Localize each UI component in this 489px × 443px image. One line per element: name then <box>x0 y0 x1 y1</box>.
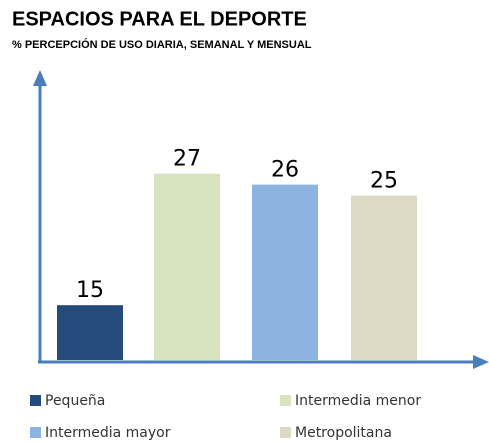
axes <box>33 70 489 369</box>
legend-label: Intermedia mayor <box>45 425 171 441</box>
data-label: 26 <box>271 158 299 183</box>
legend-label: Pequeña <box>45 393 105 409</box>
y-axis-arrow <box>33 70 47 86</box>
legend-swatch <box>280 395 291 406</box>
legend-label: Metropolitana <box>295 425 392 441</box>
data-label: 15 <box>76 278 104 303</box>
chart-subtitle: % PERCEPCIÓN DE USO DIARIA, SEMANAL Y ME… <box>12 38 312 51</box>
legend-label: Intermedia menor <box>295 393 421 409</box>
bar <box>252 184 318 360</box>
data-label: 25 <box>370 169 398 194</box>
data-label: 27 <box>173 147 201 172</box>
chart-title: ESPACIOS PARA EL DEPORTE <box>12 8 307 30</box>
bar <box>57 305 123 360</box>
legend-swatch <box>280 427 291 438</box>
x-axis-arrow <box>473 355 489 369</box>
legend-swatch <box>30 427 41 438</box>
bar <box>351 195 417 360</box>
bar <box>154 173 220 360</box>
legend-swatch <box>30 395 41 406</box>
